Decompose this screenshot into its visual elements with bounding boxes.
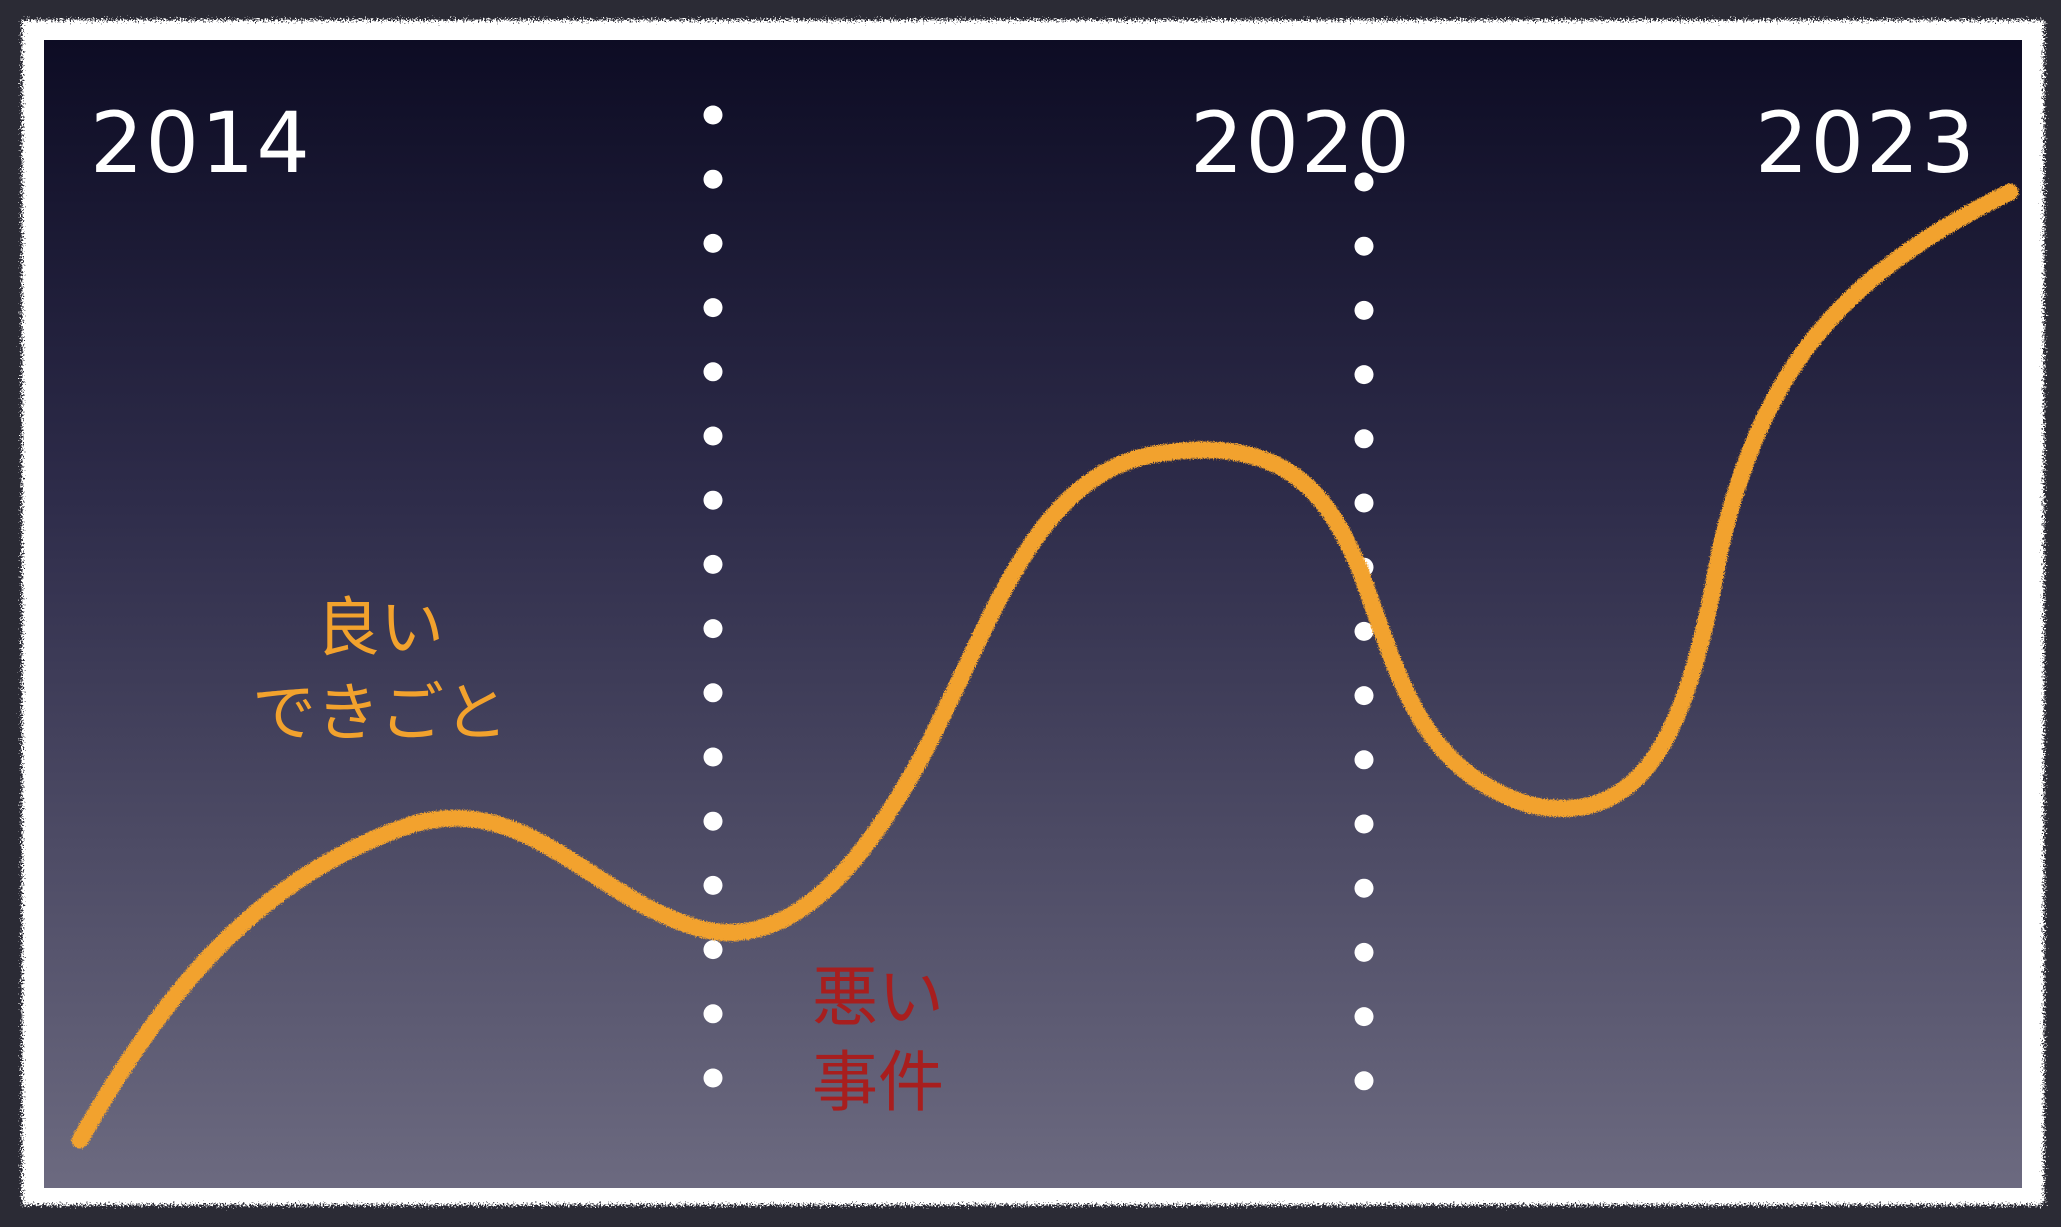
divider-dot	[703, 747, 723, 767]
year-label-2020: 2020	[1190, 94, 1412, 192]
divider-dot	[1354, 365, 1374, 385]
year-label-2014: 2014	[90, 94, 312, 192]
divider-dotted-line-right	[1354, 172, 1374, 1091]
divider-dot	[703, 362, 723, 382]
year-label-2023: 2023	[1755, 94, 1977, 192]
chalkboard-panel	[44, 40, 2022, 1188]
divider-dot	[1354, 686, 1374, 706]
divider-dot	[703, 490, 723, 510]
divider-dot	[703, 1068, 723, 1088]
trend-curve	[71, 183, 2019, 1149]
divider-dot	[1354, 300, 1374, 320]
divider-dot	[1354, 493, 1374, 513]
divider-dot	[1354, 236, 1374, 256]
divider-dot	[1354, 942, 1374, 962]
divider-dot	[1354, 1071, 1374, 1091]
divider-dot	[1354, 750, 1374, 770]
divider-dot	[703, 426, 723, 446]
divider-dot	[703, 1004, 723, 1024]
divider-dot	[703, 169, 723, 189]
divider-dot	[1354, 429, 1374, 449]
divider-dot	[1354, 172, 1374, 192]
bad-events-label-line1: 悪い	[812, 959, 944, 1036]
good-events-label-line2: できごと	[252, 677, 508, 751]
divider-dot	[1354, 621, 1374, 641]
divider-dot	[703, 811, 723, 831]
divider-dotted-line-left	[703, 105, 723, 1088]
divider-dot	[703, 554, 723, 574]
divider-dot	[703, 875, 723, 895]
divider-dot	[703, 233, 723, 253]
divider-dot	[703, 105, 723, 125]
divider-dot	[703, 683, 723, 703]
bad-events-label-line2: 事件	[812, 1044, 944, 1121]
divider-dot	[703, 940, 723, 960]
divider-dot	[1354, 1007, 1374, 1027]
good-events-label-line1: 良い	[316, 592, 444, 666]
divider-dot	[703, 298, 723, 318]
divider-dot	[1354, 814, 1374, 834]
divider-dot	[1354, 878, 1374, 898]
divider-dot	[703, 619, 723, 639]
